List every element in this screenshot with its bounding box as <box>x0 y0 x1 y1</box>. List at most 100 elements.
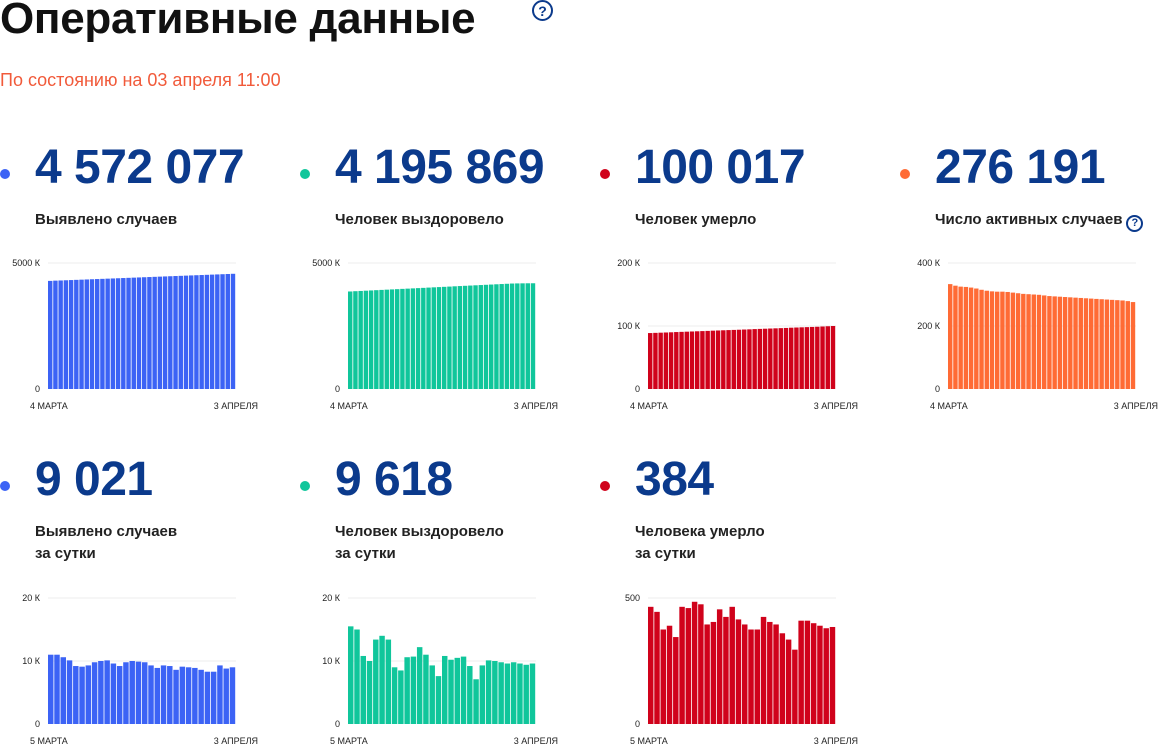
bar <box>830 326 836 389</box>
bar <box>498 662 504 724</box>
bar <box>684 331 689 389</box>
bar <box>1036 294 1042 389</box>
bar <box>426 287 431 389</box>
bar <box>368 290 374 389</box>
bar <box>817 625 823 724</box>
bar <box>691 601 698 724</box>
bar <box>66 660 73 724</box>
bar <box>767 621 773 724</box>
bar <box>1130 302 1136 389</box>
bar <box>110 278 116 389</box>
series-dot-icon <box>300 481 310 491</box>
bar <box>660 629 666 724</box>
bar <box>1062 297 1068 389</box>
bar <box>179 666 186 724</box>
bar <box>1005 291 1010 389</box>
bar <box>374 290 379 389</box>
stat-value: 9 618 <box>335 453 453 506</box>
x-tick-label-end: 3 АПРЕЛЯ <box>814 401 858 411</box>
bar <box>91 662 98 724</box>
stat-label: Выявлено случаев <box>35 523 178 540</box>
stat-value: 9 021 <box>35 453 153 506</box>
bar <box>220 274 225 389</box>
y-tick-label: 500 <box>625 593 640 603</box>
bar <box>794 327 799 389</box>
active-chart: 0 200 К 400 К 4 МАРТА 3 АПРЕЛЯ <box>917 258 1158 411</box>
y-tick-label: 0 <box>35 384 40 394</box>
daily-recovered-chart: 0 10 К 20 К 5 МАРТА 3 АПРЕЛЯ <box>322 593 558 746</box>
bar <box>104 660 110 724</box>
bar <box>654 611 660 724</box>
stat-value: 100 017 <box>635 141 806 194</box>
bar <box>1120 300 1125 389</box>
bar <box>520 283 525 389</box>
bar <box>126 277 131 389</box>
bar <box>729 606 735 724</box>
bar <box>1021 293 1026 389</box>
bar <box>820 326 825 389</box>
bar <box>95 279 100 389</box>
bar <box>223 668 229 724</box>
bar <box>442 286 447 389</box>
bar <box>452 286 457 389</box>
bar <box>799 327 804 389</box>
bar <box>984 290 989 389</box>
stat-card-daily-deaths: 384 Человека умерло за сутки 0 500 5 МАРТА… <box>600 452 870 752</box>
bar <box>142 662 148 724</box>
series-dot-icon <box>0 169 10 179</box>
stat-label: Человек выздоровело <box>335 523 504 540</box>
bar <box>1089 298 1094 389</box>
bar <box>209 274 215 389</box>
bar <box>183 275 189 389</box>
bar <box>679 331 684 389</box>
bar <box>1031 294 1036 389</box>
bar <box>421 287 426 389</box>
bar <box>648 333 653 389</box>
bar <box>89 279 95 389</box>
bar <box>210 671 217 724</box>
y-tick-label: 5000 К <box>12 258 41 268</box>
y-tick-label: 20 К <box>22 593 41 603</box>
bar <box>54 654 60 724</box>
bar <box>653 332 658 389</box>
x-tick-label-end: 3 АПРЕЛЯ <box>814 736 858 746</box>
bar <box>523 664 529 724</box>
bar <box>173 276 178 389</box>
bar <box>485 660 492 724</box>
bar <box>415 288 421 389</box>
bar <box>84 279 89 389</box>
bar <box>442 655 448 724</box>
bar <box>1099 299 1104 389</box>
bar <box>48 654 54 724</box>
bar <box>825 326 830 389</box>
bar <box>1057 296 1063 389</box>
bar <box>404 657 410 724</box>
x-tick-label-start: 4 МАРТА <box>930 401 968 411</box>
bar <box>473 679 479 724</box>
bar <box>198 669 204 724</box>
bar <box>731 329 736 389</box>
bar <box>73 666 79 724</box>
bar <box>98 661 104 724</box>
bar <box>373 639 379 724</box>
bar <box>215 274 220 389</box>
x-tick-label-start: 4 МАРТА <box>30 401 68 411</box>
bar <box>204 671 211 724</box>
bar <box>110 663 117 724</box>
bar <box>1083 298 1089 389</box>
bar <box>173 669 179 724</box>
bar <box>1078 297 1083 389</box>
bar <box>748 629 754 724</box>
bar <box>185 667 192 724</box>
x-tick-label-start: 4 МАРТА <box>330 401 368 411</box>
bar <box>189 275 194 389</box>
bar <box>1000 291 1005 389</box>
bar <box>504 283 510 389</box>
bar <box>53 280 58 389</box>
bar <box>804 620 811 724</box>
help-icon[interactable]: ? <box>532 0 553 21</box>
bar <box>773 624 779 724</box>
help-icon[interactable]: ? <box>1126 215 1144 232</box>
bar <box>736 329 742 389</box>
cases-chart: 0 5000 К 4 МАРТА 3 АПРЕЛЯ <box>12 258 258 411</box>
